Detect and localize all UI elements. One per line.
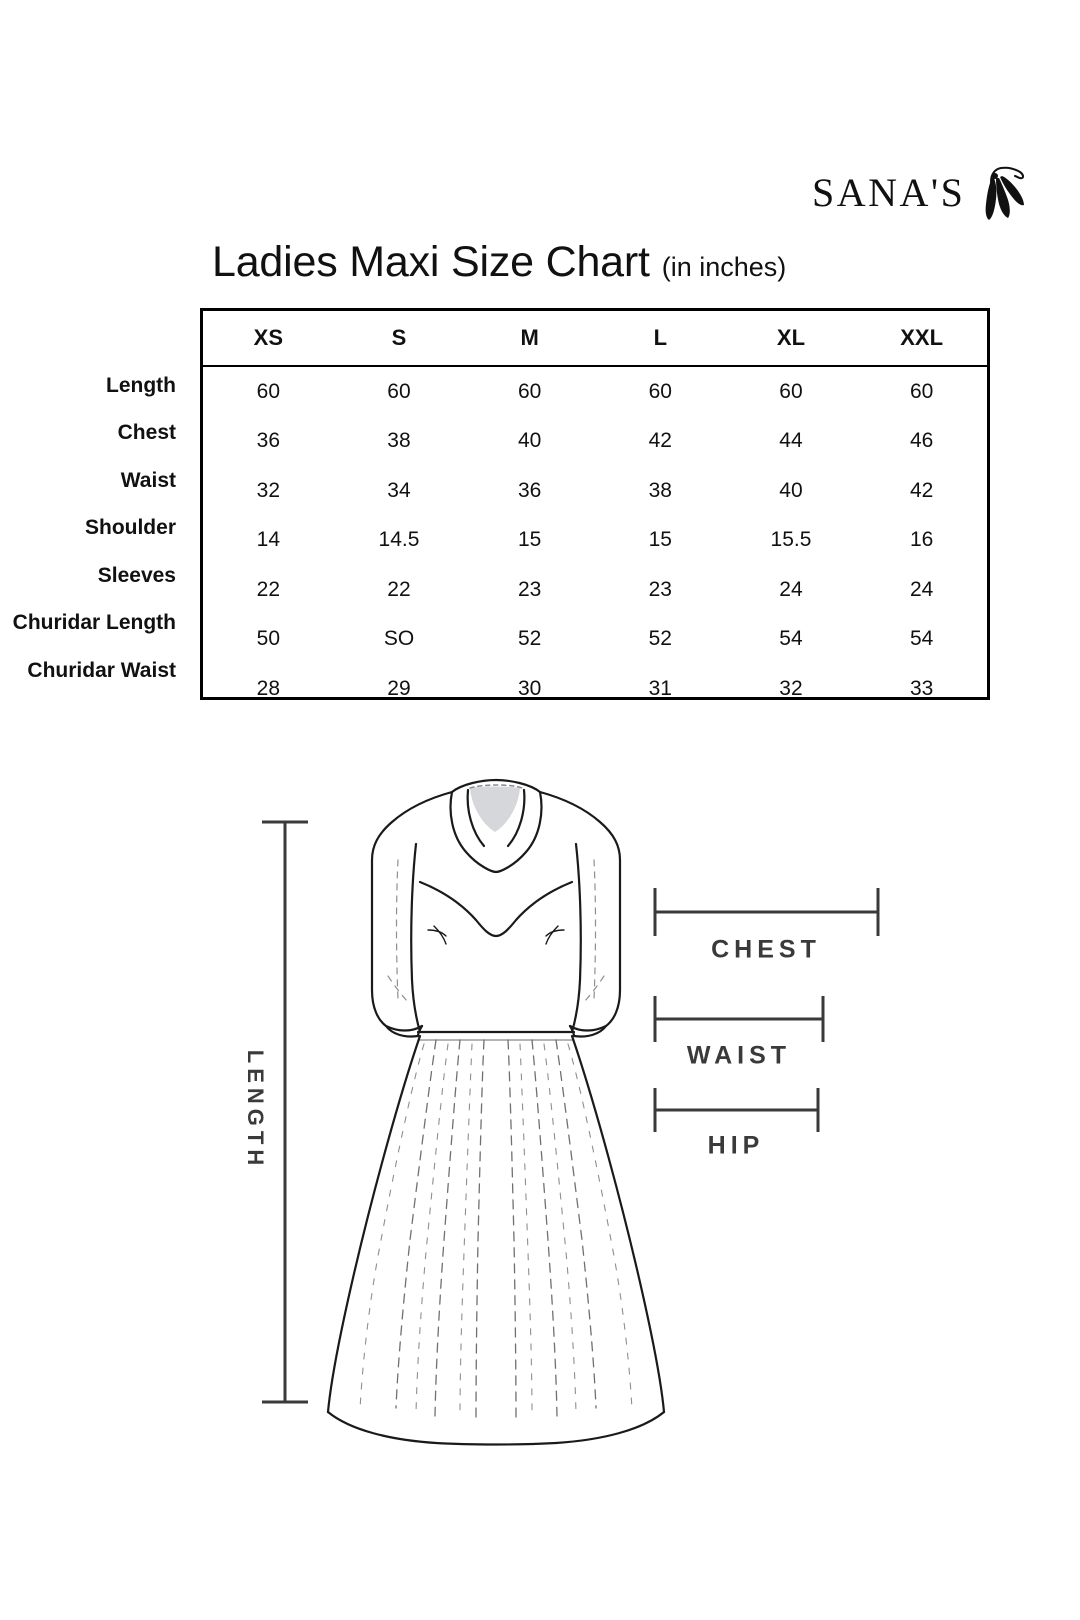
cell-length-m: 60: [517, 379, 542, 403]
table-row: 60 60 60 60 60 60: [203, 366, 987, 417]
cell-sleeves-xl: 24: [779, 577, 803, 601]
length-measure-bar: [262, 820, 308, 1404]
cell-shoulder-xl: 15.5: [770, 528, 812, 552]
table-row: 32 34 36 38 40 42: [203, 466, 987, 516]
cell-churidar-waist-l: 31: [648, 676, 672, 700]
table-row: 22 22 23 23 24 24: [203, 565, 987, 615]
cell-shoulder-xs: 14: [256, 528, 280, 552]
chest-measure-label: CHEST: [711, 936, 821, 964]
cell-length-xl: 60: [779, 379, 803, 403]
cell-shoulder-m: 15: [517, 528, 542, 552]
waist-measure-bar: [653, 996, 825, 1042]
page-title: Ladies Maxi Size Chart (in inches): [212, 238, 786, 287]
hip-measure-bar: [653, 1088, 820, 1132]
cell-chest-l: 42: [648, 429, 672, 453]
cell-shoulder-xxl: 16: [909, 528, 934, 552]
row-label-chest: Chest: [117, 421, 176, 445]
table-row: 14 14.5 15 15 15.5 16: [203, 516, 987, 566]
cell-waist-l: 38: [648, 478, 672, 502]
hip-measure-label: HIP: [708, 1132, 765, 1160]
cell-length-xs: 60: [256, 379, 280, 403]
chest-measure-bar: [653, 888, 880, 936]
row-label-churidar-waist: Churidar Waist: [27, 658, 176, 682]
size-chart-row-labels: Length Chest Waist Shoulder Sleeves Chur…: [0, 308, 188, 695]
table-row: 28 29 30 31 32 33: [203, 664, 987, 714]
table-row: 36 38 40 42 44 46: [203, 417, 987, 467]
cell-length-l: 60: [648, 379, 672, 403]
column-header-s: S: [333, 311, 465, 367]
maxi-dress-line-drawing: [326, 778, 666, 1446]
cell-chest-xl: 44: [779, 429, 803, 453]
column-header-xs: XS: [203, 311, 334, 367]
row-label-sleeves: Sleeves: [97, 563, 176, 587]
cell-churidar-length-xs: 50: [256, 627, 280, 651]
garment-illustration: LENGTH CHEST WAIST HIP: [0, 740, 1080, 1500]
brand-logo: SANA'S: [812, 160, 1052, 226]
cell-sleeves-m: 23: [517, 577, 542, 601]
cell-length-s: 60: [387, 379, 411, 403]
cell-length-xxl: 60: [909, 379, 934, 403]
cell-sleeves-s: 22: [387, 577, 411, 601]
cell-waist-m: 36: [517, 478, 542, 502]
row-label-shoulder: Shoulder: [84, 516, 176, 540]
cell-churidar-length-xl: 54: [779, 627, 803, 651]
cell-sleeves-xs: 22: [256, 577, 280, 601]
cell-waist-xs: 32: [256, 478, 280, 502]
column-header-xxl: XXL: [856, 311, 987, 367]
row-label-churidar-length: Churidar Length: [12, 611, 176, 635]
title-unit-note: (in inches): [661, 252, 787, 282]
row-label-header-spacer: [0, 308, 188, 362]
row-label-waist: Waist: [120, 468, 176, 492]
cell-chest-xxl: 46: [909, 429, 934, 453]
cell-churidar-length-l: 52: [648, 627, 672, 651]
cell-shoulder-s: 14.5: [378, 528, 420, 552]
waist-measure-label: WAIST: [687, 1042, 791, 1070]
cell-churidar-waist-m: 30: [517, 676, 542, 700]
table-row: 50 SO 52 52 54 54: [203, 615, 987, 665]
cell-churidar-waist-xl: 32: [779, 676, 803, 700]
cell-churidar-waist-xxl: 33: [909, 676, 934, 700]
cell-waist-s: 34: [387, 478, 411, 502]
cell-churidar-length-s: SO: [383, 627, 415, 651]
brand-name: SANA'S: [812, 170, 966, 215]
cell-chest-m: 40: [517, 429, 542, 453]
table-header-row: XS S M L XL XXL: [203, 311, 987, 367]
cell-chest-s: 38: [387, 429, 411, 453]
cell-sleeves-xxl: 24: [909, 577, 934, 601]
column-header-xl: XL: [725, 311, 857, 367]
row-label-length: Length: [106, 373, 176, 397]
cell-chest-xs: 36: [256, 429, 280, 453]
cell-waist-xl: 40: [779, 478, 803, 502]
cell-waist-xxl: 42: [909, 478, 934, 502]
length-measure-label: LENGTH: [243, 1050, 268, 1170]
size-chart-table: XS S M L XL XXL 60 60 60 60 60 60 36 38 …: [200, 308, 990, 700]
cell-churidar-waist-s: 29: [387, 676, 411, 700]
cell-churidar-length-xxl: 54: [909, 627, 934, 651]
column-header-m: M: [464, 311, 595, 367]
cell-churidar-waist-xs: 28: [256, 676, 280, 700]
cell-sleeves-l: 23: [648, 577, 672, 601]
cell-churidar-length-m: 52: [517, 627, 542, 651]
cell-shoulder-l: 15: [648, 528, 672, 552]
title-main-text: Ladies Maxi Size Chart: [212, 238, 650, 286]
dress-silhouette-icon: [975, 164, 1027, 222]
column-header-l: L: [594, 311, 726, 367]
